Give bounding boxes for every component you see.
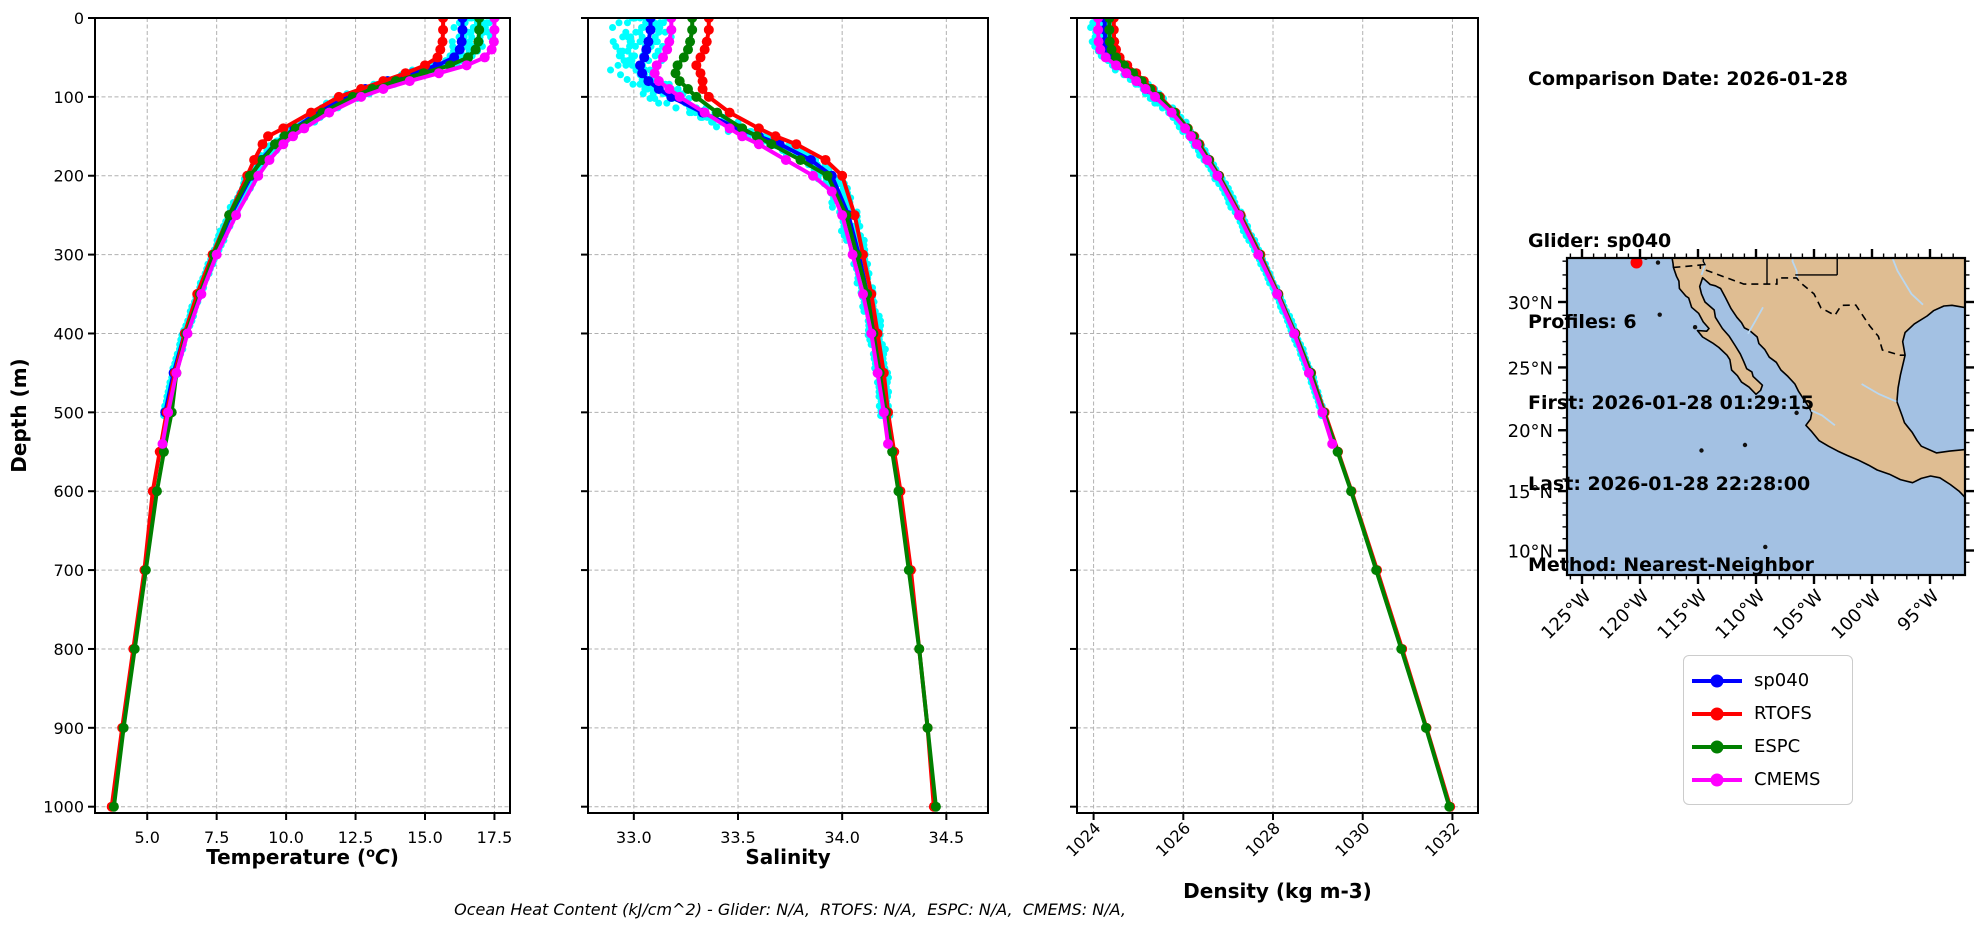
svg-text:900: 900 (53, 719, 84, 738)
svg-text:300: 300 (53, 246, 84, 265)
glider-position-marker (1630, 258, 1643, 269)
svg-text:33.5: 33.5 (720, 828, 756, 847)
glider-name-text: Glider: sp040 (1528, 230, 1672, 252)
density-plot: 1024 1026 1028 1030 1032 Density (kg m-3) (1062, 17, 1479, 903)
depth-axis-label: Depth (m) (7, 358, 31, 472)
temperature-axis-label: Temperature (oC) (206, 845, 399, 869)
legend-marker-rtofs (1710, 707, 1724, 720)
legend-label-sp040: sp040 (1754, 670, 1810, 691)
map-islands (1643, 258, 1799, 550)
svg-text:10°N: 10°N (1508, 542, 1553, 563)
map-state-borders (1700, 258, 1838, 285)
density-series-area (1087, 18, 1456, 812)
legend-entry-sp040: sp040 (1692, 664, 1842, 697)
map-land (1671, 258, 1965, 499)
legend-entry-espc: ESPC (1692, 730, 1842, 763)
temperature-ticks: 5.0 7.5 10.0 12.5 15.0 17.5 0 100 200 300 400 500 60… (43, 9, 512, 847)
svg-text:1032: 1032 (1421, 818, 1463, 860)
legend-line-sample-espc (1692, 740, 1742, 753)
temperature-series-area (106, 18, 500, 812)
salinity-axis-label: Salinity (745, 845, 830, 869)
legend-label-rtofs: RTOFS (1754, 703, 1812, 724)
svg-text:34.5: 34.5 (929, 828, 965, 847)
svg-text:15°N: 15°N (1508, 482, 1553, 503)
salinity-plot: 33.0 33.5 34.0 34.5 Salinity (581, 17, 989, 869)
svg-text:34.0: 34.0 (824, 828, 860, 847)
salinity-series-area (607, 18, 941, 812)
info-gap (1528, 147, 1848, 174)
svg-text:800: 800 (53, 640, 84, 659)
method-text: Method: Nearest-Neighbor (1528, 554, 1814, 576)
svg-text:95°W: 95°W (1894, 586, 1944, 636)
map-frame (1565, 256, 1967, 577)
svg-text:1028: 1028 (1242, 818, 1284, 860)
legend-entry-rtofs: RTOFS (1692, 697, 1842, 730)
svg-text:12.5: 12.5 (338, 828, 374, 847)
svg-text:600: 600 (53, 482, 84, 501)
legend-marker-espc (1710, 740, 1724, 753)
legend-line-sample-sp040 (1692, 674, 1742, 687)
legend-label-espc: ESPC (1754, 736, 1801, 757)
svg-text:25°N: 25°N (1508, 358, 1553, 379)
salinity-ticks: 33.0 33.5 34.0 34.5 (581, 17, 965, 847)
legend-marker-cmems (1710, 773, 1724, 786)
svg-text:17.5: 17.5 (477, 828, 513, 847)
legend-line-sample-cmems (1692, 773, 1742, 786)
legend-marker-sp040 (1710, 674, 1724, 687)
svg-text:1000: 1000 (43, 798, 84, 817)
comparison-date-text: Comparison Date: 2026-01-28 (1528, 68, 1848, 90)
density-grid (1077, 17, 1478, 813)
temperature-plot: 5.0 7.5 10.0 12.5 15.0 17.5 0 100 200 300 400 500 60… (7, 9, 512, 869)
ocean-heat-content-footer: Ocean Heat Content (kJ/cm^2) - Glider: N… (454, 900, 1126, 919)
svg-text:30°N: 30°N (1508, 293, 1553, 314)
svg-text:20°N: 20°N (1508, 421, 1553, 442)
map-content (1567, 258, 1965, 575)
svg-text:1030: 1030 (1331, 818, 1373, 860)
profiles-count-text: Profiles: 6 (1528, 311, 1637, 333)
svg-text:1024: 1024 (1062, 818, 1104, 860)
info-panel: Comparison Date: 2026-01-28 Glider: sp04… (1528, 12, 1848, 633)
svg-text:1026: 1026 (1152, 818, 1194, 860)
temperature-series-CMEMS (157, 18, 500, 449)
legend: sp040 RTOFS ESPC CMEMS (1683, 655, 1853, 805)
svg-text:7.5: 7.5 (204, 828, 229, 847)
map-us-mexico-border (1673, 264, 1906, 356)
last-profile-time-text: Last: 2026-01-28 22:28:00 (1528, 473, 1811, 495)
first-profile-time-text: First: 2026-01-28 01:29:15 (1528, 392, 1815, 414)
svg-text:15.0: 15.0 (407, 828, 443, 847)
svg-text:700: 700 (53, 561, 84, 580)
legend-entry-cmems: CMEMS (1692, 763, 1842, 796)
density-series-CMEMS (1093, 18, 1338, 449)
legend-line-sample-rtofs (1692, 707, 1742, 720)
salinity-series-ESPC (670, 18, 941, 812)
svg-text:0: 0 (74, 9, 84, 28)
temperature-raw-glider-scatter (160, 18, 500, 419)
svg-text:10.0: 10.0 (268, 828, 304, 847)
salinity-series-CMEMS (649, 18, 893, 449)
legend-label-cmems: CMEMS (1754, 769, 1821, 790)
svg-text:5.0: 5.0 (134, 828, 159, 847)
svg-text:200: 200 (53, 167, 84, 186)
svg-text:100: 100 (53, 88, 84, 107)
density-ticks: 1024 1026 1028 1030 1032 (1062, 17, 1463, 861)
density-axis-label: Density (kg m-3) (1183, 879, 1372, 903)
temperature-grid (95, 17, 510, 813)
salinity-grid (588, 17, 988, 813)
svg-text:33.0: 33.0 (616, 828, 652, 847)
svg-text:500: 500 (53, 403, 84, 422)
svg-text:400: 400 (53, 324, 84, 343)
